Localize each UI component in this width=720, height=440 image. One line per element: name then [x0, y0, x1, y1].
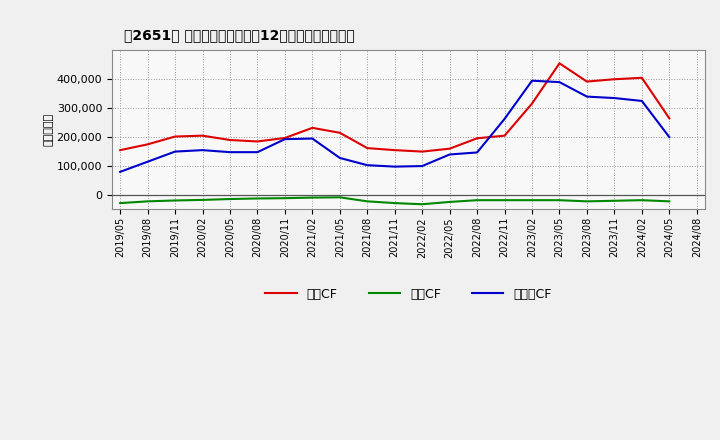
フリーCF [528, 78, 536, 83]
フリーCF [308, 136, 317, 141]
投資CF [473, 198, 482, 203]
フリーCF [171, 149, 179, 154]
投資CF [418, 202, 426, 207]
投資CF [143, 199, 152, 204]
営業CF [225, 137, 234, 143]
投資CF [116, 201, 125, 206]
投資CF [528, 198, 536, 203]
フリーCF [446, 152, 454, 157]
フリーCF [336, 155, 344, 161]
営業CF [665, 116, 674, 121]
フリーCF [555, 80, 564, 85]
フリーCF [637, 98, 646, 103]
営業CF [418, 149, 426, 154]
営業CF [281, 136, 289, 141]
営業CF [637, 75, 646, 81]
Line: フリーCF: フリーCF [120, 81, 670, 172]
営業CF [555, 61, 564, 66]
フリーCF [253, 150, 262, 155]
投資CF [637, 198, 646, 203]
営業CF [500, 133, 509, 138]
投資CF [253, 196, 262, 201]
投資CF [390, 201, 399, 206]
Y-axis label: （百万円）: （百万円） [44, 114, 54, 147]
営業CF [473, 136, 482, 141]
フリーCF [665, 135, 674, 140]
営業CF [336, 130, 344, 136]
Line: 投資CF: 投資CF [120, 197, 670, 204]
投資CF [363, 199, 372, 204]
投資CF [665, 199, 674, 204]
投資CF [336, 194, 344, 200]
投資CF [171, 198, 179, 203]
フリーCF [418, 163, 426, 169]
営業CF [308, 125, 317, 131]
営業CF [143, 142, 152, 147]
投資CF [308, 195, 317, 200]
営業CF [390, 147, 399, 153]
フリーCF [225, 150, 234, 155]
フリーCF [198, 147, 207, 153]
営業CF [446, 146, 454, 151]
営業CF [528, 101, 536, 106]
営業CF [171, 134, 179, 139]
Text: 【2651】 キャッシュフローの12か月移動合計の推移: 【2651】 キャッシュフローの12か月移動合計の推移 [124, 28, 354, 42]
フリーCF [143, 159, 152, 165]
フリーCF [281, 136, 289, 142]
営業CF [582, 79, 591, 84]
Legend: 営業CF, 投資CF, フリーCF: 営業CF, 投資CF, フリーCF [260, 282, 557, 305]
投資CF [446, 199, 454, 205]
投資CF [225, 196, 234, 202]
フリーCF [390, 164, 399, 169]
フリーCF [363, 162, 372, 168]
投資CF [281, 195, 289, 201]
投資CF [555, 198, 564, 203]
フリーCF [500, 116, 509, 121]
営業CF [610, 77, 618, 82]
営業CF [198, 133, 207, 138]
Line: 営業CF: 営業CF [120, 63, 670, 152]
投資CF [610, 198, 618, 203]
営業CF [253, 139, 262, 144]
投資CF [198, 197, 207, 202]
営業CF [116, 147, 125, 153]
フリーCF [116, 169, 125, 175]
営業CF [363, 146, 372, 151]
フリーCF [473, 150, 482, 155]
投資CF [582, 199, 591, 204]
投資CF [500, 198, 509, 203]
フリーCF [610, 95, 618, 101]
フリーCF [582, 94, 591, 99]
